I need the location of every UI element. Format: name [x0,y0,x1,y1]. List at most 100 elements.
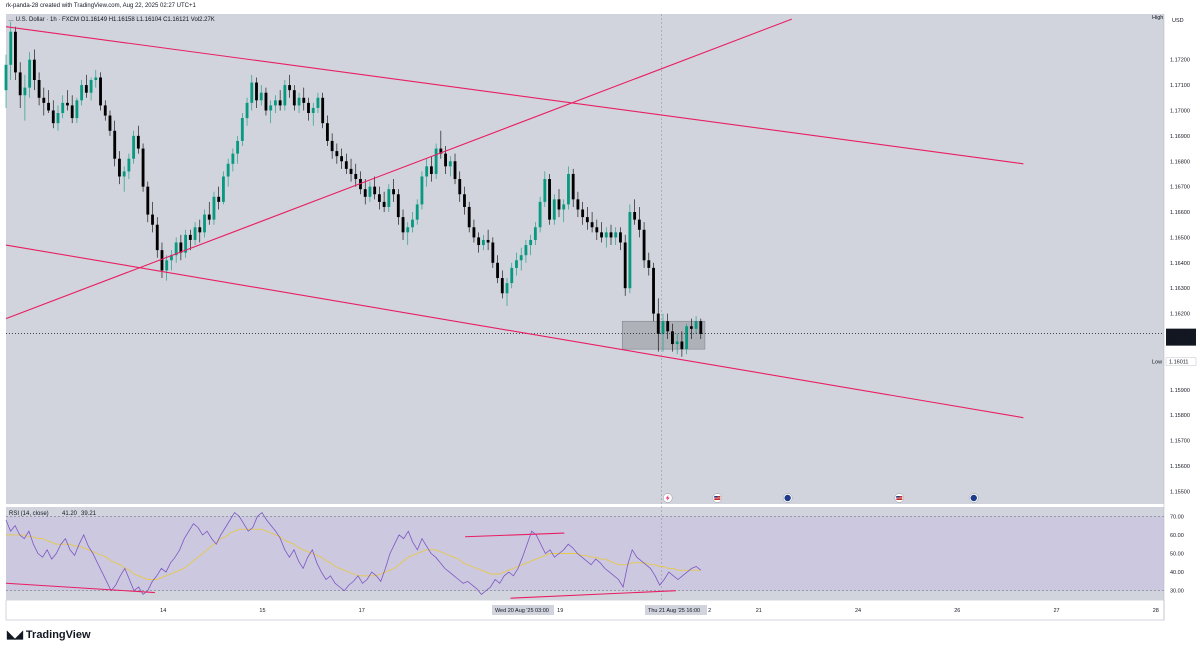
candle-body [363,189,367,197]
candle-body [571,173,575,200]
candle-body [311,107,315,114]
time-highlight-label: Wed 20 Aug '25 03:00 [495,608,549,614]
candle-body [297,97,301,106]
candle [269,100,273,124]
candle [633,199,637,225]
candle-body [4,64,8,91]
candle-body [198,227,202,233]
candle [240,113,244,147]
candle [434,143,438,180]
time-axis-tick: 24 [855,608,861,614]
candle [496,255,499,284]
candle [108,110,112,136]
candle-body [18,72,22,96]
candle-body [453,161,457,180]
time-axis-tick: 14 [160,608,166,614]
candle-body [401,217,405,233]
candle-body [656,313,660,334]
candle-body [538,201,542,228]
candle-body [680,341,684,350]
tradingview-logo[interactable]: ◣◢ TradingView [7,628,91,642]
candle [84,74,88,98]
candle [373,176,377,200]
candle [89,77,93,101]
candle-body [245,102,249,119]
candle [344,153,348,174]
time-axis-tick: 19 [557,608,563,614]
candle [387,184,391,213]
candle-body [373,186,377,195]
candle [377,186,381,210]
candle [302,87,306,111]
price-axis-tick: 1.16300 [1170,286,1190,292]
candle [245,97,249,126]
price-axis-tick: 1.15600 [1170,464,1190,470]
candle [226,158,230,187]
candle-body [255,82,258,101]
candle-body [127,158,131,172]
time-highlight-badge [491,605,554,615]
candle [406,222,410,246]
rsi-band [6,516,1164,591]
candle-body [174,242,178,256]
candle [170,250,173,271]
candle [28,52,32,98]
trendline [5,26,1024,165]
candle-body [396,194,400,218]
candle [9,21,13,81]
candle-body [481,239,485,246]
candle-body [335,151,339,157]
candle [23,74,27,121]
candle [600,222,603,243]
candle [32,49,36,91]
candle-body [590,222,594,228]
candle [581,201,585,225]
candle [18,62,22,108]
candle [297,92,301,114]
candle [349,158,353,182]
candle [42,87,46,116]
candle-body [349,168,353,174]
candle-body [89,80,93,93]
candle [335,143,339,164]
candle-body [515,260,518,268]
candle [37,72,41,106]
candle [146,181,150,223]
candle-body [524,245,528,256]
candle-body [283,85,287,106]
time-highlight-label: Thu 21 Aug '25 16:00 [648,608,700,614]
candle [458,171,462,202]
candle [420,171,424,210]
low-price-label: 1.16011 [1169,360,1188,366]
rsi-line [5,512,702,595]
candle [340,148,344,169]
rsi-label: RSI (14, close) [9,511,49,517]
candle-body [103,105,107,116]
candle [359,171,362,195]
candle-body [344,161,348,169]
candle [491,237,495,268]
candle [647,252,651,276]
candle [184,229,188,258]
candle-body [406,227,410,233]
price-axis-low-label: Low [1152,360,1162,366]
price-axis-tick: 1.17000 [1170,108,1190,114]
candle-body [434,148,438,174]
candle-body [675,341,679,345]
candle-body [425,166,429,177]
flag-eu-event-icon [782,493,793,503]
candle-body [458,179,462,195]
candle [595,219,599,240]
brand-text: TradingView [25,628,91,641]
candle-body [99,77,102,106]
candle [623,234,627,296]
candle [685,323,689,355]
candle [307,97,310,121]
candle-body [529,239,533,246]
candle-body [633,212,637,220]
candle [70,95,74,124]
flag-eu-event-icon [969,493,979,503]
candle-body [557,199,561,210]
candle-body [609,232,613,238]
